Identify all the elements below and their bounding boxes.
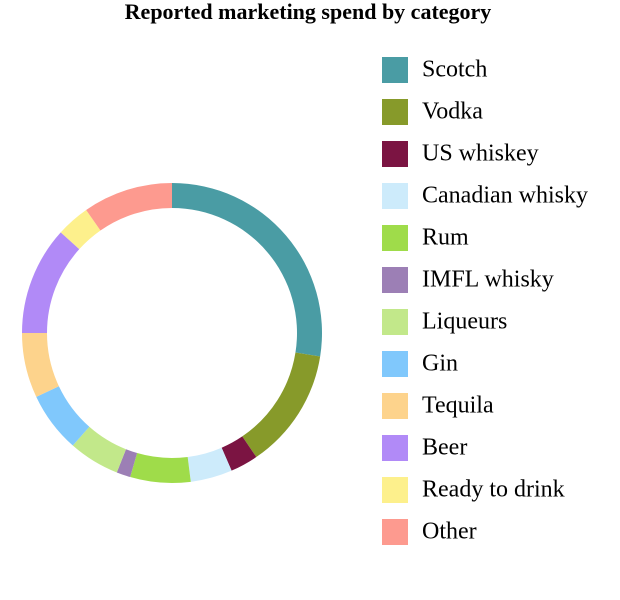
donut-slice [242, 352, 321, 458]
donut-slice [72, 426, 126, 473]
legend-text: US whiskey [422, 141, 539, 167]
donut-slice [22, 333, 59, 397]
donut-slice [172, 183, 322, 357]
legend-text: Gin [422, 351, 458, 377]
donut-slice [116, 449, 138, 478]
legend-swatch [382, 351, 408, 377]
legend-swatch [382, 183, 408, 209]
donut-slice [36, 386, 90, 446]
donut-slice [60, 210, 101, 250]
legend-swatch [382, 99, 408, 125]
legend-text: Ready to drink [422, 477, 565, 503]
legend-text: Tequila [422, 393, 494, 419]
legend-swatch [382, 309, 408, 335]
legend-swatch [382, 393, 408, 419]
legend-swatch [382, 267, 408, 293]
legend-swatch [382, 57, 408, 83]
donut-slice [130, 453, 191, 483]
legend-text: Vodka [422, 99, 483, 125]
chart-title: Reported marketing spend by category [125, 0, 492, 24]
donut-slice [187, 447, 232, 482]
legend-text: Scotch [422, 57, 487, 83]
legend-text: Beer [422, 435, 467, 461]
legend-text: Canadian whisky [422, 183, 588, 209]
legend-swatch [382, 141, 408, 167]
legend-text: Rum [422, 225, 469, 251]
donut-slice [22, 232, 80, 333]
legend-swatch [382, 225, 408, 251]
donut-slice [86, 183, 172, 231]
legend-text: Liqueurs [422, 309, 507, 335]
legend-swatch [382, 519, 408, 545]
legend-swatch [382, 435, 408, 461]
legend-swatch [382, 477, 408, 503]
legend-text: IMFL whisky [422, 267, 554, 293]
legend-text: Other [422, 519, 477, 545]
donut-slice [221, 436, 257, 471]
